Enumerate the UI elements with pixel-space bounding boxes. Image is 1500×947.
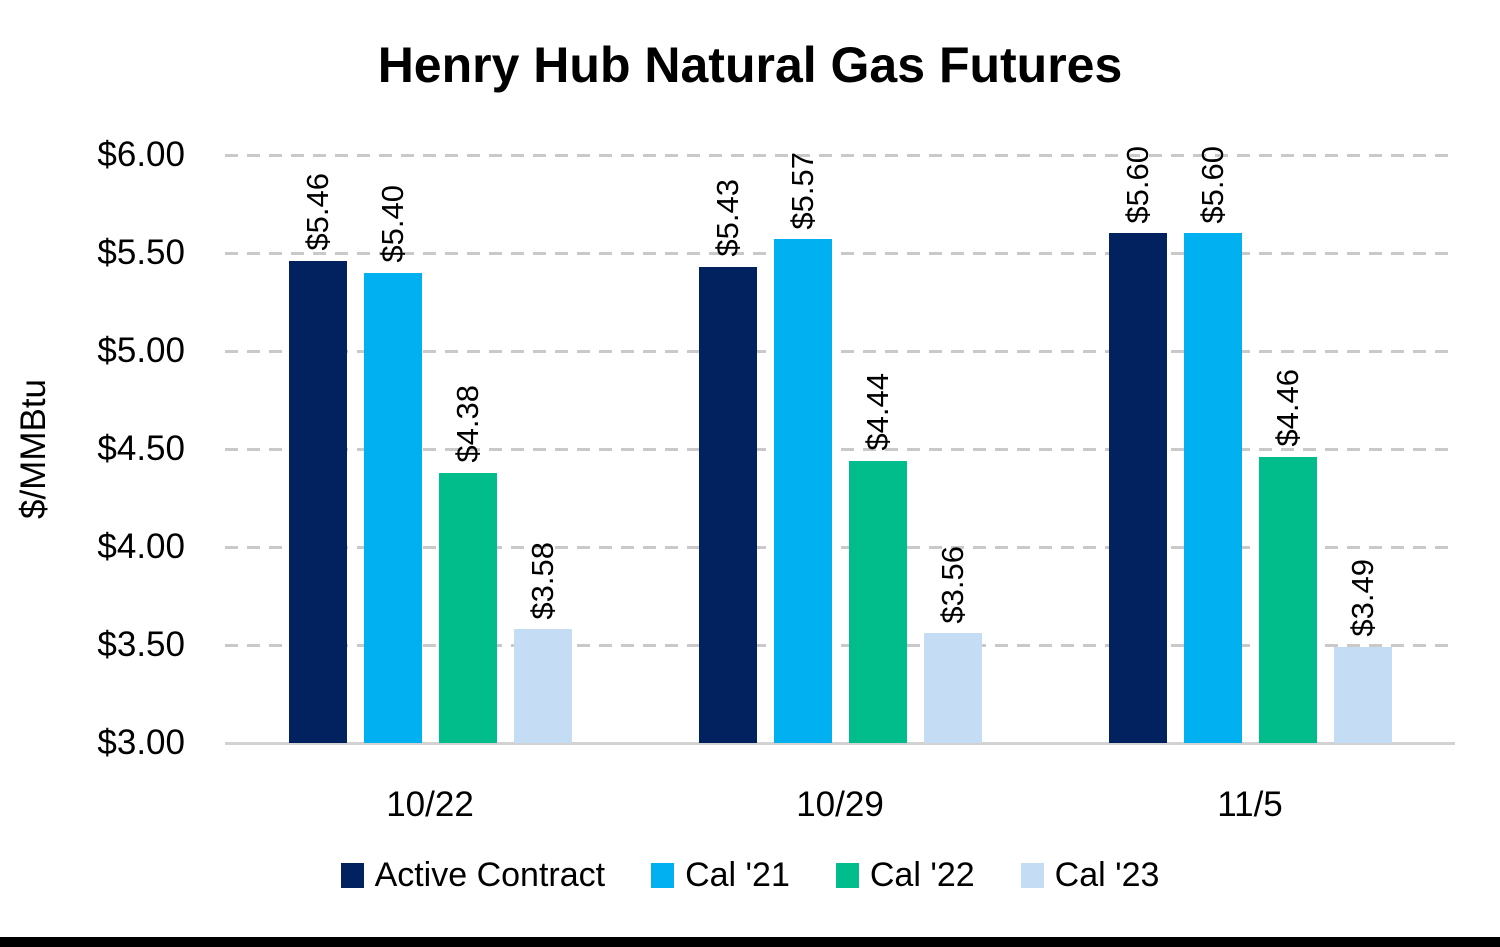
bar-group-10/22: $5.46 $5.40 $4.38 $3.58 10/22: [288, 155, 572, 824]
x-tick-label: 10/22: [386, 785, 474, 824]
bar-cal-23-11/5: $3.49: [1333, 559, 1392, 743]
bar-cal-21-11/5: $5.60: [1183, 146, 1242, 743]
bar-value-label: $5.57: [784, 151, 820, 230]
gridline: [225, 546, 1455, 549]
gridline: [225, 154, 1455, 157]
x-tick-label: 10/29: [796, 785, 884, 824]
bar-value-label: $3.56: [934, 545, 970, 624]
bar-cal-22-11/5: $4.46: [1258, 369, 1317, 743]
x-tick-label: 11/5: [1217, 785, 1283, 824]
bar-value-label: $4.46: [1269, 369, 1305, 447]
bar-value-label: $5.46: [299, 173, 335, 251]
bar-active-contract-10/22: $5.46: [288, 173, 347, 743]
bar-value-label: $4.44: [859, 373, 895, 451]
bar-group-11/5: $5.60 $5.60 $4.46 $3.49 11/5: [1108, 146, 1392, 824]
bar-value-label: $3.58: [524, 541, 560, 620]
legend-item-cal-21: Cal '21: [651, 856, 790, 895]
gridline: [225, 350, 1455, 353]
gridline: [225, 644, 1455, 647]
bar-cal-21-10/22: $5.40: [363, 185, 422, 743]
bar-active-contract-10/29: $5.43: [698, 179, 757, 743]
legend-label: Cal '23: [1054, 856, 1160, 894]
legend: Active Contract Cal '21 Cal '22 Cal '23: [0, 856, 1500, 895]
bar-value-label: $3.49: [1344, 559, 1380, 637]
gridline: [225, 448, 1455, 451]
y-tick-label: $4.50: [97, 429, 185, 468]
plot-area: $5.46 $5.40 $4.38 $3.58 10/22 $5.43 $5.57 $4.44…: [225, 146, 1455, 824]
bar-group-10/29: $5.43 $5.57 $4.44 $3.56 10/29: [698, 152, 982, 824]
bar-cal-23-10/22: $3.58: [513, 542, 572, 743]
y-tick-label: $5.50: [97, 233, 185, 272]
bar-value-label: $4.38: [449, 384, 485, 463]
bar-value-label: $5.40: [374, 185, 410, 263]
bar-value-label: $5.60: [1119, 145, 1155, 224]
y-axis-tick-labels: $3.00 $3.50 $4.00 $4.50 $5.00 $5.50 $6.00: [0, 135, 190, 762]
y-tick-label: $6.00: [97, 135, 185, 174]
legend-item-cal-22: Cal '22: [835, 856, 975, 895]
bar-cal-22-10/22: $4.38: [438, 385, 497, 743]
legend-label: Active Contract: [374, 856, 606, 894]
legend-item-cal-23: Cal '23: [1020, 856, 1160, 895]
bar-value-label: $5.60: [1194, 145, 1230, 224]
legend-label: Cal '21: [685, 856, 790, 894]
bar-value-label: $5.43: [709, 179, 745, 257]
bar-cal-21-10/29: $5.57: [773, 152, 832, 743]
legend-item-active-contract: Active Contract: [340, 856, 606, 895]
legend-swatch-icon: [340, 863, 364, 888]
bar-cal-22-10/29: $4.44: [848, 373, 907, 743]
y-tick-label: $3.00: [97, 723, 185, 762]
bottom-border: [0, 937, 1500, 947]
chart-title: Henry Hub Natural Gas Futures: [377, 37, 1123, 93]
y-tick-label: $3.50: [97, 625, 185, 664]
legend-swatch-icon: [835, 863, 859, 888]
legend-swatch-icon: [651, 863, 675, 888]
y-tick-label: $4.00: [97, 527, 185, 566]
legend-label: Cal '22: [869, 856, 975, 894]
x-axis-line: [225, 742, 1455, 745]
bar-cal-23-10/29: $3.56: [923, 546, 982, 743]
gridline: [225, 252, 1455, 255]
legend-swatch-icon: [1020, 863, 1044, 888]
y-tick-label: $5.00: [97, 331, 185, 370]
bar-active-contract-11/5: $5.60: [1108, 146, 1167, 743]
